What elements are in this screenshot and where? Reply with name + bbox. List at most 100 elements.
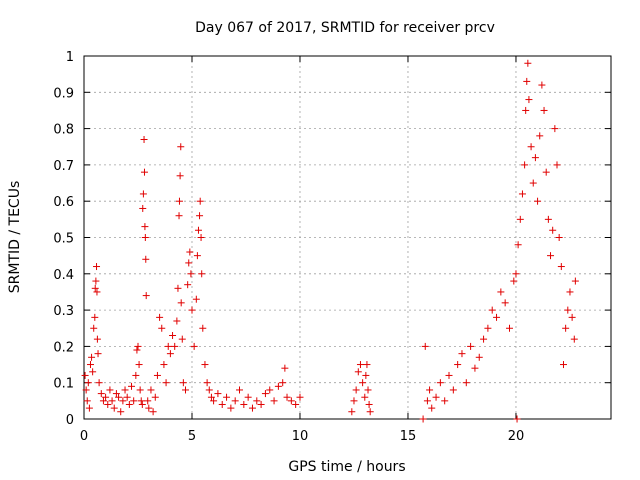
- data-point: [281, 364, 289, 372]
- chart-title: Day 067 of 2017, SRMTID for receiver prc…: [195, 20, 495, 36]
- data-point: [99, 397, 107, 405]
- data-point: [82, 386, 90, 394]
- y-tick-label: 0.6: [53, 195, 74, 210]
- data-point: [488, 306, 496, 314]
- data-point: [151, 393, 159, 401]
- data-point: [568, 313, 576, 321]
- data-point: [471, 364, 479, 372]
- data-point: [119, 397, 127, 405]
- data-point: [177, 299, 185, 307]
- data-point: [134, 342, 142, 350]
- data-point: [84, 379, 92, 387]
- data-point: [236, 386, 244, 394]
- data-point: [136, 386, 144, 394]
- data-point: [185, 259, 193, 267]
- data-point: [173, 317, 181, 325]
- data-point: [93, 288, 101, 296]
- data-point: [153, 371, 161, 379]
- data-point: [108, 397, 116, 405]
- data-point: [164, 342, 172, 350]
- data-point: [274, 382, 282, 390]
- y-tick-label: 0.3: [53, 304, 74, 319]
- data-point: [104, 400, 112, 408]
- data-point: [138, 400, 146, 408]
- data-point: [292, 400, 300, 408]
- data-point: [542, 168, 550, 176]
- data-point: [475, 353, 483, 361]
- data-point: [449, 386, 457, 394]
- data-point: [352, 386, 360, 394]
- data-point: [551, 125, 559, 133]
- data-point: [493, 313, 501, 321]
- data-point: [361, 393, 369, 401]
- data-point: [505, 324, 513, 332]
- data-point: [140, 168, 148, 176]
- data-point: [244, 393, 252, 401]
- data-point: [514, 241, 522, 249]
- data-point: [544, 215, 552, 223]
- data-point: [354, 368, 362, 376]
- data-point: [182, 386, 190, 394]
- data-point: [144, 397, 152, 405]
- data-point: [137, 397, 145, 405]
- data-point: [240, 400, 248, 408]
- x-tick-label: 0: [80, 429, 88, 444]
- data-point: [169, 332, 177, 340]
- data-point: [523, 77, 531, 85]
- data-point: [270, 397, 278, 405]
- data-point: [480, 335, 488, 343]
- data-point: [432, 393, 440, 401]
- data-point: [97, 390, 105, 398]
- data-point: [149, 408, 157, 416]
- data-point: [423, 397, 431, 405]
- data-point: [158, 324, 166, 332]
- data-point: [510, 277, 518, 285]
- data-point: [94, 350, 102, 358]
- y-tick-label: 0.4: [53, 268, 74, 283]
- data-point: [531, 154, 539, 162]
- data-point: [187, 270, 195, 278]
- data-point: [529, 179, 537, 187]
- data-point: [364, 386, 372, 394]
- data-point: [203, 379, 211, 387]
- y-tick-label: 0.1: [53, 377, 74, 392]
- data-point: [91, 313, 99, 321]
- data-point: [142, 255, 150, 263]
- data-point: [436, 379, 444, 387]
- data-point: [85, 404, 93, 412]
- data-point: [522, 106, 530, 114]
- data-point: [549, 226, 557, 234]
- data-point: [121, 386, 129, 394]
- data-point: [184, 281, 192, 289]
- data-point: [88, 353, 96, 361]
- data-point: [454, 361, 462, 369]
- data-point: [139, 204, 147, 212]
- data-point: [110, 404, 118, 412]
- data-point: [356, 361, 364, 369]
- data-point: [538, 81, 546, 89]
- data-point: [201, 361, 209, 369]
- data-point: [512, 270, 520, 278]
- data-point: [91, 284, 99, 292]
- data-point: [555, 234, 563, 241]
- data-point: [160, 361, 168, 369]
- data-point: [421, 342, 429, 350]
- data-point: [214, 390, 222, 398]
- data-point: [279, 379, 287, 387]
- data-point: [176, 172, 184, 180]
- data-point: [188, 306, 196, 314]
- data-point: [125, 400, 133, 408]
- data-point: [133, 346, 141, 354]
- data-point: [428, 404, 436, 412]
- data-point: [458, 350, 466, 358]
- data-point: [365, 400, 373, 408]
- data-point: [175, 212, 183, 220]
- data-point: [171, 342, 179, 350]
- data-point: [525, 96, 533, 104]
- y-tick-label: 0.5: [53, 232, 74, 247]
- data-point: [186, 248, 194, 256]
- data-point: [521, 161, 529, 169]
- data-point: [296, 393, 304, 401]
- x-tick-label: 15: [400, 429, 417, 444]
- data-point: [462, 379, 470, 387]
